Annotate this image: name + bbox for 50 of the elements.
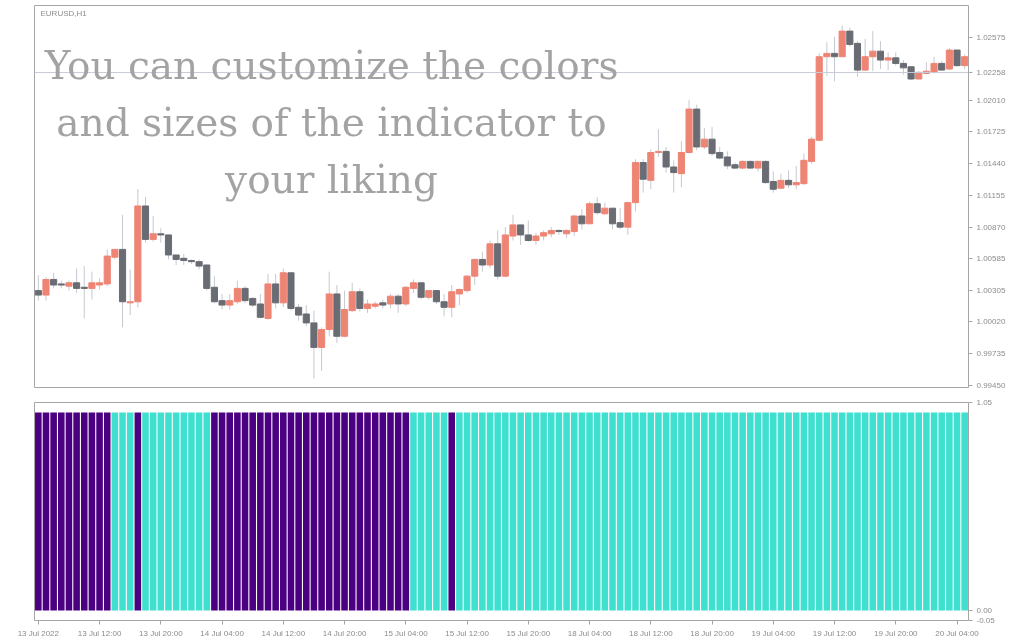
x-tick-label: 18 Jul 12:00: [628, 628, 674, 638]
candlestick: [478, 251, 486, 273]
y-tick-label: 0.99735: [976, 349, 1006, 359]
y-tick-label: 1.00870: [976, 222, 1006, 232]
candlestick: [65, 280, 73, 292]
candlestick: [272, 273, 280, 309]
x-tick-label: 18 Jul 04:00: [567, 628, 612, 638]
x-tick-label: 13 Jul 2022: [17, 628, 60, 638]
x-tick-label: 20 Jul 04:00: [935, 628, 980, 638]
y-tick-label: 1.00305: [976, 285, 1006, 295]
candlestick: [356, 287, 364, 313]
x-tick-label: 13 Jul 12:00: [77, 628, 122, 638]
y-tick-label: 1.00585: [976, 254, 1006, 264]
x-tick-label: 13 Jul 20:00: [139, 628, 184, 638]
y-tick-label: 1.01725: [976, 127, 1006, 137]
x-tick-label: 15 Jul 20:00: [506, 628, 551, 638]
x-tick-label: 14 Jul 12:00: [261, 628, 306, 638]
x-tick-label: 18 Jul 20:00: [690, 628, 735, 638]
candlestick: [700, 127, 708, 150]
y-tick-label: 1.01155: [976, 190, 1006, 200]
x-tick-label: 14 Jul 20:00: [322, 628, 367, 638]
y-tick-label: 1.02010: [976, 95, 1006, 105]
ref-line-label: 1.02258: [976, 68, 1006, 78]
candlestick: [149, 215, 157, 243]
y-tick-label: 0.00: [976, 606, 993, 616]
annotation: You can customize the colors and sizes of the indicator to your liking: [43, 43, 619, 203]
y-tick-label: 1.01440: [976, 159, 1006, 169]
candlestick: [578, 208, 586, 230]
chart-title: EURUSD,H1: [40, 8, 88, 18]
candlestick: [555, 228, 563, 236]
x-tick-label: 19 Jul 04:00: [751, 628, 796, 638]
y-tick-label: 0.99450: [976, 380, 1006, 390]
x-tick-label: 15 Jul 12:00: [445, 628, 490, 638]
candlestick: [585, 201, 594, 225]
x-tick-label: 14 Jul 04:00: [200, 628, 245, 638]
candlestick: [394, 293, 402, 314]
x-tick-label: 15 Jul 04:00: [384, 628, 429, 638]
candlestick: [42, 276, 50, 302]
y-tick-label: 1.02575: [976, 32, 1006, 42]
x-tick-label: 19 Jul 12:00: [812, 628, 857, 638]
x-tick-label: 19 Jul 20:00: [873, 628, 919, 638]
y-tick-label: -0.05: [976, 616, 996, 625]
candlestick: [486, 239, 494, 269]
y-tick-label: 1.00020: [976, 317, 1006, 327]
candlestick: [34, 274, 42, 302]
candlestick: [601, 202, 609, 216]
y-tick-label: 1.05: [976, 398, 993, 407]
candlestick: [876, 40, 885, 70]
candlestick: [884, 51, 892, 71]
candlestick: [639, 158, 647, 194]
